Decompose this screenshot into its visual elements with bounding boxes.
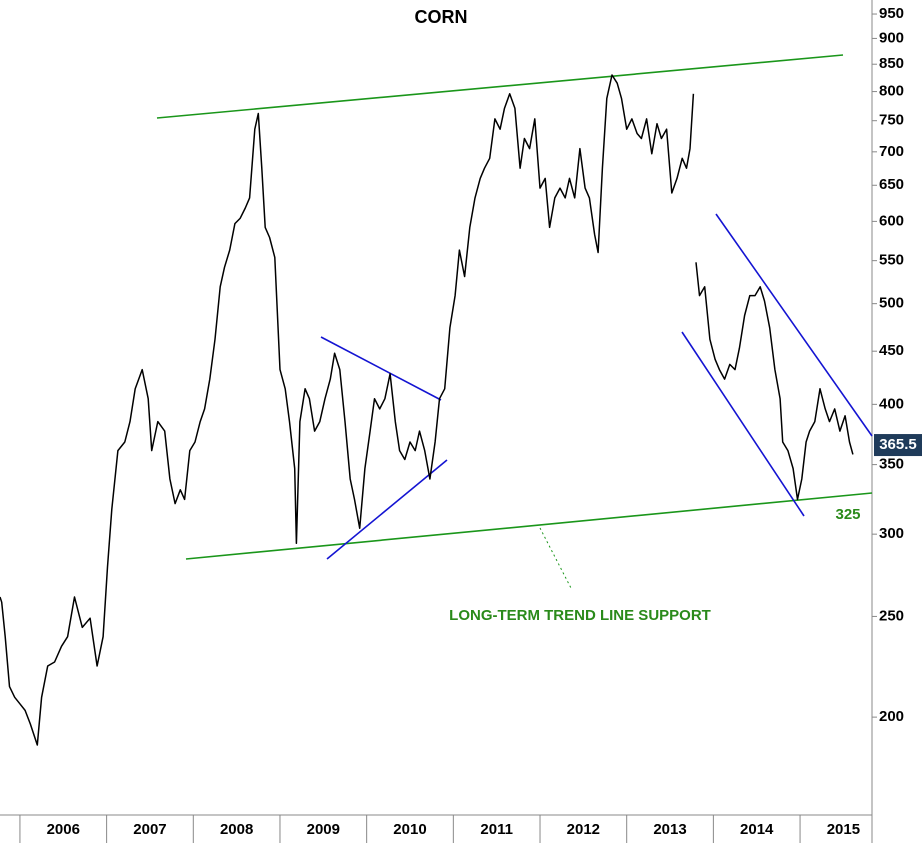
upper-trend-line [156, 54, 844, 119]
x-tick-label: 2014 [740, 821, 774, 838]
x-tick-label: 2015 [827, 821, 860, 838]
y-tick-label: 850 [879, 55, 904, 72]
support-label: 325 [835, 506, 860, 523]
y-tick-label: 950 [879, 5, 904, 22]
y-tick-label: 800 [879, 83, 904, 100]
x-tick-label: 2007 [133, 821, 166, 838]
y-tick-label: 550 [879, 252, 904, 269]
y-tick-label: 750 [879, 112, 904, 129]
y-tick-label: 650 [879, 176, 904, 193]
x-tick-label: 2013 [653, 821, 686, 838]
x-tick-label: 2010 [393, 821, 426, 838]
triangle-upper [320, 336, 442, 401]
y-tick-label: 600 [879, 212, 904, 229]
y-tick-label: 700 [879, 143, 904, 160]
y-tick-label: 900 [879, 29, 904, 46]
x-tick-label: 2008 [220, 821, 253, 838]
channel-upper [715, 213, 873, 437]
x-tick-label: 2006 [47, 821, 80, 838]
y-tick-label: 350 [879, 456, 904, 473]
x-tick-label: 2011 [480, 821, 513, 838]
last-price-tag [874, 434, 922, 457]
x-tick-label: 2012 [567, 821, 600, 838]
channel-lower [681, 331, 805, 517]
triangle-lower [326, 459, 448, 560]
y-tick-label: 400 [879, 395, 904, 412]
x-tick-label: 2009 [307, 821, 340, 838]
y-tick-label: 300 [879, 525, 904, 542]
y-tick-label: 450 [879, 342, 904, 359]
last-price-label: 365.5 [879, 436, 917, 453]
trend-label: LONG-TERM TREND LINE SUPPORT [449, 607, 711, 624]
y-tick-label: 200 [879, 708, 904, 725]
support-trend-line [185, 492, 873, 560]
label-leader [539, 527, 573, 591]
y-tick-label: 500 [879, 295, 904, 312]
y-tick-label: 250 [879, 607, 904, 624]
chart-title: CORN [415, 7, 468, 27]
price-line [0, 74, 854, 746]
